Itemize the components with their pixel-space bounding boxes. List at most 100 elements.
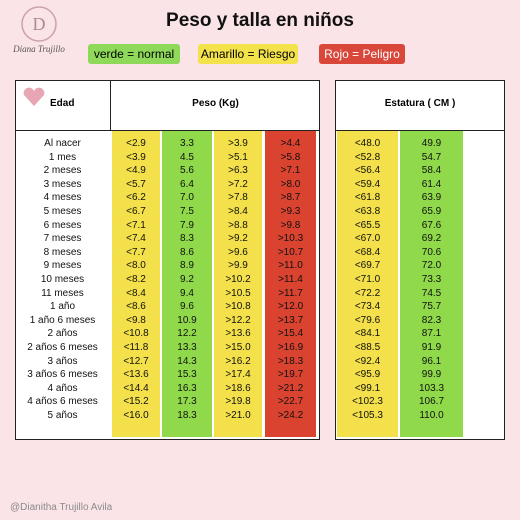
value-cell: 14.3 <box>177 355 197 367</box>
column-band <box>214 131 262 437</box>
value-cell: >8.7 <box>280 192 301 204</box>
value-cell: <11.8 <box>123 342 149 353</box>
value-cell: 17.3 <box>177 396 197 408</box>
value-cell: <88.5 <box>354 342 381 353</box>
value-cell: >8.4 <box>228 206 248 217</box>
value-cell: 3.3 <box>180 138 194 149</box>
value-cell: 16.3 <box>177 382 197 394</box>
value-cell: >10.3 <box>277 233 304 245</box>
age-cell: 2 meses <box>43 165 82 177</box>
value-cell: 49.9 <box>421 138 442 149</box>
value-cell: 82.3 <box>421 314 442 326</box>
value-cell: <105.3 <box>352 410 383 421</box>
value-cell: <68.4 <box>354 246 381 258</box>
value-cell: 9.6 <box>180 301 194 313</box>
value-cell: >16.9 <box>277 342 304 353</box>
value-cell: >15.0 <box>225 342 251 353</box>
value-cell: >13.7 <box>277 314 304 326</box>
value-cell: <67.0 <box>354 233 381 245</box>
value-cell: <8.6 <box>126 301 146 313</box>
value-cell: <72.2 <box>354 287 381 299</box>
value-cell: <15.2 <box>123 396 149 408</box>
value-cell: 70.6 <box>421 246 442 258</box>
value-cell: 74.5 <box>421 287 442 299</box>
value-cell: 10.9 <box>177 314 197 326</box>
age-cell: 1 año 6 meses <box>29 314 96 326</box>
value-cell: 8.9 <box>180 260 194 272</box>
value-cell: 4.5 <box>180 151 194 163</box>
value-cell: 13.3 <box>177 342 197 353</box>
value-cell: 8.3 <box>180 233 194 245</box>
legend-yellow: Amarillo = Riesgo <box>198 44 298 64</box>
legend-red: Rojo = Peligro <box>319 44 405 64</box>
value-cell: <14.4 <box>123 382 149 394</box>
value-cell: >8.8 <box>228 219 248 231</box>
value-cell: >9.8 <box>280 219 301 231</box>
age-cell: 10 meses <box>40 274 85 285</box>
value-cell: <2.9 <box>126 138 146 149</box>
value-cell: >6.3 <box>228 165 248 177</box>
value-cell: 72.0 <box>421 260 442 272</box>
value-cell: <71.0 <box>354 274 381 285</box>
value-cell: 73.3 <box>421 274 442 285</box>
column-band <box>337 131 398 437</box>
age-cell: 3 años <box>47 355 78 367</box>
value-cell: <12.7 <box>123 355 149 367</box>
value-cell: >18.6 <box>225 382 251 394</box>
age-cell: 2 años 6 meses <box>27 342 98 353</box>
value-cell: 5.6 <box>180 165 194 177</box>
value-cell: >24.2 <box>277 410 304 421</box>
value-cell: 67.6 <box>421 219 442 231</box>
value-cell: <69.7 <box>354 260 381 272</box>
age-cell: 4 años <box>47 382 78 394</box>
value-cell: 61.4 <box>421 178 442 190</box>
value-cell: >10.8 <box>225 301 251 313</box>
age-cell: 11 meses <box>41 287 84 299</box>
value-cell: 87.1 <box>421 328 442 340</box>
value-cell: 69.2 <box>421 233 442 245</box>
value-cell: 6.4 <box>180 178 194 190</box>
value-cell: >11.7 <box>278 287 303 299</box>
column-band <box>162 131 212 437</box>
value-cell: 96.1 <box>421 355 442 367</box>
value-cell: <9.8 <box>126 314 146 326</box>
value-cell: <99.1 <box>354 382 381 394</box>
value-cell: 15.3 <box>177 369 197 381</box>
value-cell: >16.2 <box>225 355 251 367</box>
value-cell: >10.5 <box>225 287 251 299</box>
age-cell: Al nacer <box>44 138 81 149</box>
value-cell: >7.2 <box>228 178 248 190</box>
divider <box>335 130 505 131</box>
footer: @Dianitha Trujillo Avila <box>10 502 113 513</box>
value-cell: >5.8 <box>280 151 301 163</box>
value-cell: 12.2 <box>177 328 197 340</box>
value-cell: >10.7 <box>277 246 304 258</box>
value-cell: 9.2 <box>180 274 194 285</box>
value-cell: >21.0 <box>225 410 251 421</box>
value-cell: >9.2 <box>228 233 248 245</box>
value-cell: 7.5 <box>180 206 194 217</box>
value-cell: <61.8 <box>354 192 381 204</box>
age-cell: 5 años <box>47 410 78 421</box>
value-cell: <4.9 <box>126 165 146 177</box>
age-cell: 6 meses <box>43 219 82 231</box>
value-cell: >9.6 <box>228 246 248 258</box>
logo-icon: D <box>21 6 57 42</box>
legend-green: verde = normal <box>88 44 180 64</box>
value-cell: >3.9 <box>228 138 248 149</box>
logo: D Diana Trujillo <box>8 2 70 66</box>
value-cell: 7.0 <box>180 192 194 204</box>
value-cell: 18.3 <box>177 410 197 421</box>
value-cell: >7.8 <box>228 192 248 204</box>
column-band <box>400 131 463 437</box>
value-cell: 58.4 <box>421 165 442 177</box>
value-cell: <63.8 <box>354 206 381 217</box>
value-cell: <48.0 <box>354 138 381 149</box>
age-cell: 4 años 6 meses <box>27 396 98 408</box>
value-cell: <92.4 <box>354 355 381 367</box>
value-cell: <102.3 <box>352 396 383 408</box>
value-cell: >11.4 <box>278 274 303 285</box>
value-cell: >9.9 <box>228 260 248 272</box>
title: Peso y talla en niños <box>166 10 354 31</box>
svg-text:D: D <box>33 14 46 34</box>
